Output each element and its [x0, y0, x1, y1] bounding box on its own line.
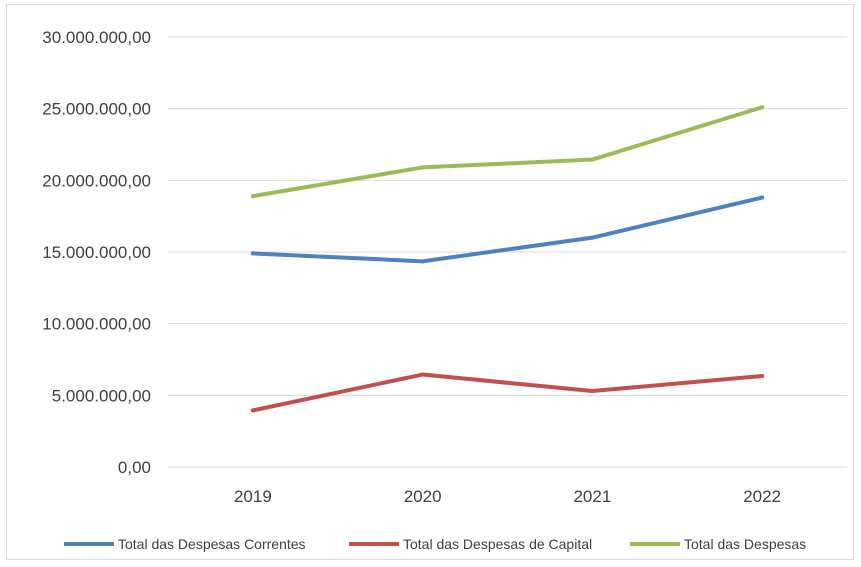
- data-point: [590, 157, 595, 162]
- data-point: [420, 372, 425, 377]
- data-point: [250, 194, 255, 199]
- legend-label: Total das Despesas de Capital: [403, 536, 592, 552]
- x-tick-label: 2019: [234, 487, 272, 506]
- x-tick-label: 2021: [573, 487, 611, 506]
- series-line-3: [250, 105, 765, 199]
- data-point: [420, 165, 425, 170]
- x-tick-label: 2020: [404, 487, 442, 506]
- data-point: [760, 373, 765, 378]
- data-point: [590, 235, 595, 240]
- y-tick-label: 15.000.000,00: [42, 243, 151, 262]
- data-point: [250, 251, 255, 256]
- y-tick-label: 0,00: [118, 458, 151, 477]
- y-tick-label: 30.000.000,00: [42, 28, 151, 47]
- series-lines: [250, 105, 765, 413]
- gridlines: [168, 36, 847, 468]
- y-tick-label: 10.000.000,00: [42, 315, 151, 334]
- data-point: [590, 389, 595, 394]
- y-tick-label: 20.000.000,00: [42, 171, 151, 190]
- data-point: [760, 195, 765, 200]
- y-axis-tick-labels: 0,00 5.000.000,00 10.000.000,00 15.000.000,…: [42, 28, 151, 477]
- series-line-1: [250, 195, 765, 264]
- y-tick-label: 5.000.000,00: [52, 386, 151, 405]
- legend-label: Total das Despesas Correntes: [118, 536, 306, 552]
- x-axis-tick-labels: 2019 2020 2021 2022: [234, 487, 781, 506]
- y-tick-label: 25.000.000,00: [42, 100, 151, 119]
- x-tick-label: 2022: [743, 487, 781, 506]
- legend: Total das Despesas Correntes Total das De…: [64, 536, 806, 552]
- legend-label: Total das Despesas: [684, 536, 806, 552]
- series-line-2: [250, 372, 765, 413]
- data-point: [420, 259, 425, 264]
- data-point: [250, 408, 255, 413]
- data-point: [760, 105, 765, 110]
